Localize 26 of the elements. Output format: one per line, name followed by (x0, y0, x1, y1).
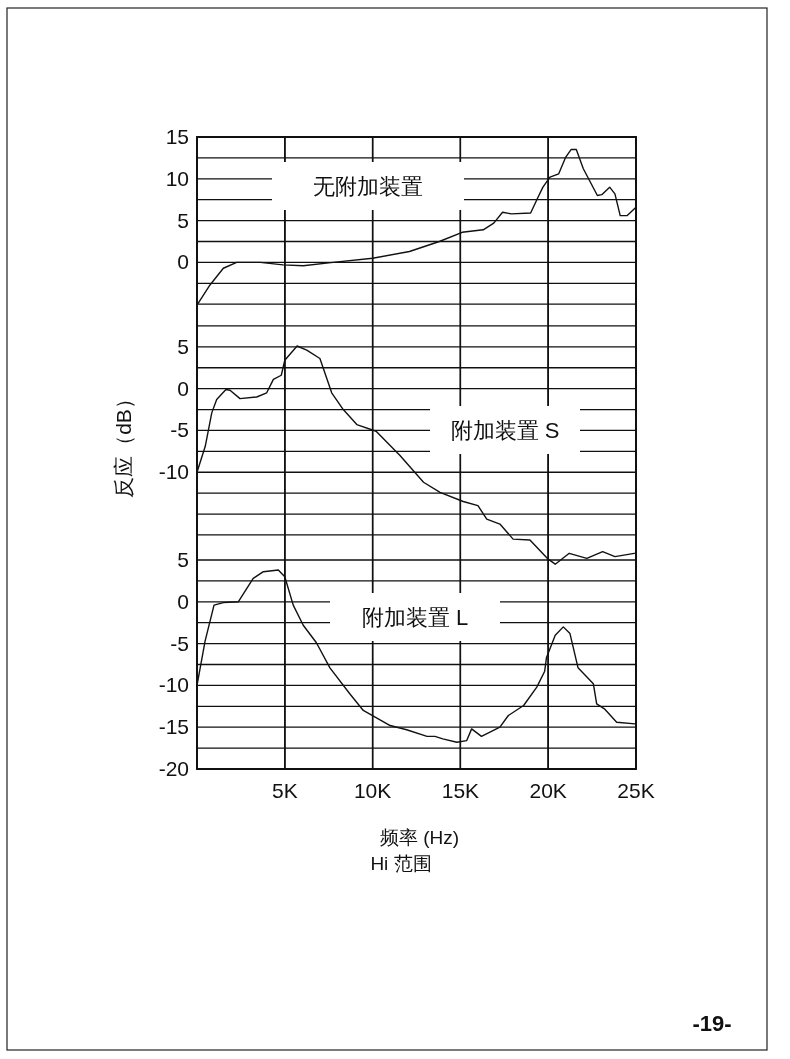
x-tick-label: 20K (529, 779, 567, 802)
x-tick-label: 15K (441, 779, 480, 802)
y-tick-label: -5 (170, 631, 189, 655)
text: -19- (692, 1011, 732, 1036)
x-tick-label: 10K (353, 779, 392, 802)
x-axis-title: 频率 (Hz) (379, 827, 460, 848)
text: Hi 范围 (370, 853, 432, 874)
x-tick-label: 5K (271, 779, 298, 802)
y-tick-label: -10 (158, 673, 189, 697)
y-tick-label: -15 (158, 715, 189, 739)
y-axis-title: 反应（dB） (112, 388, 135, 498)
y-tick-label: -5 (170, 418, 189, 442)
text: 附加装置 L (361, 605, 469, 630)
y-tick-label: 0 (177, 376, 189, 400)
y-tick-label: 5 (177, 208, 189, 232)
text: 无附加装置 (313, 174, 423, 199)
y-tick-label: 0 (177, 589, 189, 613)
y-tick-label: -20 (158, 757, 189, 780)
y-tick-label: 0 (177, 250, 189, 274)
y-tick-label: 15 (165, 125, 189, 148)
x-tick-label: 25K (617, 779, 655, 802)
y-tick-label: 5 (177, 334, 189, 358)
y-tick-label: 5 (177, 548, 189, 572)
y-tick-label: -10 (158, 460, 189, 484)
text: 附加装置 S (450, 418, 560, 443)
y-tick-label: 10 (165, 166, 189, 190)
